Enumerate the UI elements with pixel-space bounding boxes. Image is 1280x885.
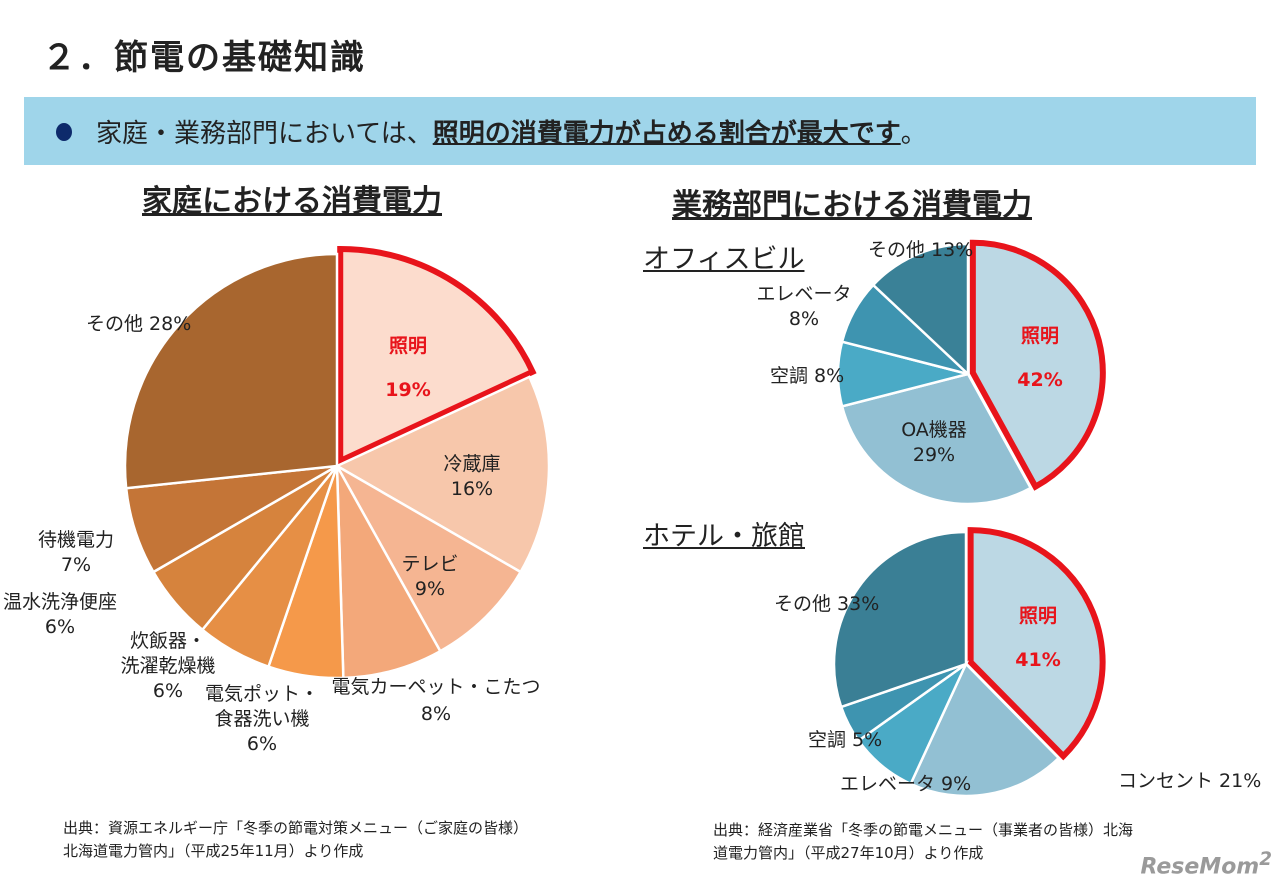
pie-chart-0: 照明 19% 冷蔵庫 16% テレビ 9% 電気カーペット・こたつ 8% 電気ポット・食器洗い機… [3,245,551,755]
pie-slice [832,530,968,709]
slice-label: OA機器 [901,419,967,441]
pie-slice [967,527,1106,761]
office-heading: オフィスビル [643,244,805,275]
slice-label: エレベータ 9% [840,773,971,795]
slice-label: 炊飯器・洗濯乾燥機 [120,630,215,677]
slice-value: 29% [913,444,955,466]
bullet-icon [56,123,72,141]
pie-chart-2: 照明 41% コンセント 21% エレベータ 9% 空調 5% その他 33% [774,527,1261,798]
slice-value: 6% [247,733,277,755]
watermark-logo: ReseMom2 [1140,848,1272,879]
business-heading: 業務部門における消費電力 [672,188,1032,223]
slice-label: テレビ [401,553,458,575]
pie-slice [969,239,1106,491]
home-source: 出典：資源エネルギー庁「冬季の節電対策メニュー（ご家庭の皆様） 北海道電力管内」（… [63,819,529,860]
slice-value: 7% [61,554,91,576]
slice-label: 冷蔵庫 [443,453,500,475]
page-title: ２．節電の基礎知識 [42,38,366,78]
slice-label: その他 33% [774,593,879,615]
home-heading: 家庭における消費電力 [142,184,442,219]
slice-label: その他 13% [868,239,973,261]
slice-label: 温水洗浄便座 [3,591,117,613]
slice-label: 照明 [389,335,427,357]
slice-value: 42% [1017,369,1062,391]
slice-label: その他 28% [86,313,191,335]
pie-slice [871,242,970,377]
slice-label: 空調 8% [770,365,844,387]
slice-value: 8% [789,308,819,330]
hotel-heading: ホテル・旅館 [643,521,805,552]
slice-label: 待機電力 [38,529,114,551]
slice-label: エレベータ [756,283,851,305]
summary-banner: 家庭・業務部門においては、照明の消費電力が占める割合が最大です。 [24,97,1256,165]
pie-slice [840,372,1033,506]
slice-label: 電気ポット・食器洗い機 [205,683,319,730]
slice-value: 16% [451,478,493,500]
pie-slice [337,245,537,466]
slice-label: 空調 5% [808,729,882,751]
pie-slice [335,465,442,680]
pie-slice [333,462,523,653]
slice-label: 照明 [1021,325,1059,347]
slice-value: 19% [385,379,430,401]
pie-slice [334,375,551,574]
pie-slice [909,661,1061,798]
slice-label: 照明 [1019,605,1057,627]
slice-value: 41% [1015,649,1060,671]
slice-value: 9% [415,578,445,600]
slice-value: 6% [45,616,75,638]
slice-value: 8% [421,703,451,725]
slice-label: コンセント 21% [1118,770,1261,792]
pie-chart-1: 照明 42% OA機器 29% 空調 8% エレベータ 8% その他 13% [756,239,1106,506]
business-source: 出典：経済産業省「冬季の節電メニュー（事業者の皆様）北海 道電力管内」（平成27年… [713,821,1134,862]
slice-value: 6% [153,680,183,702]
summary-text: 家庭・業務部門においては、照明の消費電力が占める割合が最大です。 [96,119,927,149]
summary-emphasis: 照明の消費電力が占める割合が最大です [432,119,901,149]
slice-label: 電気カーペット・こたつ [331,676,540,698]
pie-slice [123,252,339,490]
